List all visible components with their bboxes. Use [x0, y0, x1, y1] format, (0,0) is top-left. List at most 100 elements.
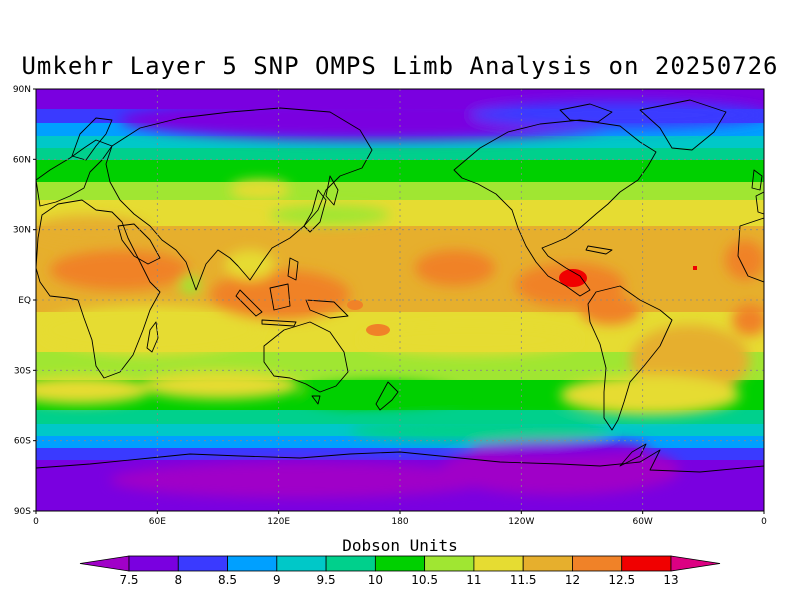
lon-tick-label: 120E — [267, 517, 290, 527]
blob — [180, 275, 200, 295]
coast-uk — [751, 169, 763, 191]
lon-tick-label: 0 — [761, 517, 767, 527]
coast-north-america — [453, 119, 657, 297]
coast-scandinavia — [71, 117, 113, 161]
colorbar-swatch — [325, 555, 376, 572]
lat-tick-label: EQ — [18, 296, 31, 306]
colorbar-low-triangle — [79, 555, 130, 572]
colorbar-level-label: 8.5 — [218, 573, 237, 587]
coast-cuba — [585, 245, 613, 255]
colorbar-swatch — [572, 555, 623, 572]
blob — [300, 381, 460, 409]
colorbar-level-label: 8 — [174, 573, 182, 587]
blob — [50, 250, 190, 290]
longitude-axis: 0 60E 120E 180 120W 60W 0 — [33, 511, 767, 527]
colorbar-swatch — [227, 555, 278, 572]
lon-tick-label: 120W — [508, 517, 534, 527]
band — [36, 160, 764, 182]
blob — [580, 295, 640, 325]
colorbar-swatch — [276, 555, 327, 572]
colorbar-swatch — [374, 555, 426, 572]
blob — [366, 324, 390, 336]
colorbar-swatch — [473, 555, 524, 572]
blob — [110, 462, 490, 498]
lat-tick-label: 30S — [14, 366, 31, 376]
colorbar-level-label: 7.5 — [119, 573, 138, 587]
coast-philippines — [287, 257, 299, 281]
lon-tick-label: 60W — [632, 517, 652, 527]
colorbar-title: Dobson Units — [342, 536, 458, 555]
colorbar-level-label: 12 — [565, 573, 580, 587]
coast-tasmania — [311, 395, 321, 405]
colorbar-swatch — [621, 555, 672, 572]
ozone-field — [36, 89, 764, 511]
band — [36, 136, 764, 148]
colorbar-level-label: 9 — [273, 573, 281, 587]
colorbar-level-label: 11 — [466, 573, 481, 587]
coast-asia — [105, 107, 373, 291]
blob — [440, 445, 680, 495]
coast-arctic-islands — [559, 103, 613, 123]
band — [36, 148, 764, 160]
lat-tick-label: 30N — [13, 226, 31, 236]
lat-tick-label: 60S — [14, 437, 31, 447]
grid — [36, 89, 764, 511]
colorbar-level-label: 12.5 — [608, 573, 635, 587]
colorbar-level-label: 11.5 — [510, 573, 537, 587]
blob — [210, 270, 350, 320]
coast-west-africa — [737, 217, 764, 283]
blob — [270, 205, 390, 225]
coast-africa — [36, 199, 161, 379]
colorbar-level-label: 10 — [368, 573, 383, 587]
blob-max-small — [693, 266, 697, 270]
lat-tick-label: 90S — [14, 507, 31, 517]
lon-tick-label: 0 — [33, 517, 39, 527]
blob — [360, 325, 580, 355]
coast-antarctica — [36, 449, 764, 473]
coast-java — [261, 319, 297, 327]
coast-arabia — [117, 223, 161, 265]
blob — [470, 440, 650, 456]
coast-japan — [303, 189, 327, 233]
colorbar-swatch — [177, 555, 228, 572]
lon-tick-label: 60E — [149, 517, 166, 527]
latitude-axis: 90N 60N 30N EQ 30S 60S 90S — [13, 85, 36, 517]
blob-max — [559, 269, 587, 287]
blob — [230, 180, 290, 200]
colorbar-swatch — [522, 555, 573, 572]
blob — [470, 101, 764, 129]
lat-tick-label: 60N — [13, 155, 31, 165]
blob — [415, 250, 495, 286]
colorbar-level-label: 9.5 — [317, 573, 336, 587]
coastlines — [36, 99, 764, 473]
blob — [225, 250, 275, 280]
coast-antarctic-peninsula — [619, 443, 647, 467]
coast-south-america — [587, 285, 673, 431]
colorbar-swatch — [424, 555, 475, 572]
coast-madagascar — [146, 321, 159, 353]
colorbar-swatch — [128, 555, 179, 572]
coast-kamchatka — [325, 175, 339, 206]
coast-australia — [263, 321, 349, 393]
colorbar: 7.5 8 8.5 9 9.5 10 10.5 11 11.5 12 12.5 13 — [79, 555, 721, 587]
coast-newguinea — [305, 299, 349, 319]
blob — [732, 304, 764, 336]
lon-tick-label: 180 — [391, 517, 408, 527]
blob — [560, 375, 740, 415]
colorbar-high-triangle — [670, 555, 721, 572]
coast-greenland — [639, 99, 727, 151]
coast-sumatra — [235, 289, 263, 317]
blob — [347, 300, 363, 310]
lat-tick-label: 90N — [13, 85, 31, 95]
blob — [140, 371, 300, 399]
blob — [36, 376, 150, 404]
coast-iberia — [755, 191, 764, 215]
blob — [350, 418, 610, 442]
map-title: Umkehr Layer 5 SNP OMPS Limb Analysis on… — [21, 52, 779, 80]
coast-newzealand — [375, 381, 399, 411]
band — [36, 410, 764, 424]
coast-borneo — [269, 283, 291, 311]
blob — [725, 240, 764, 280]
coast-europe — [36, 139, 113, 207]
